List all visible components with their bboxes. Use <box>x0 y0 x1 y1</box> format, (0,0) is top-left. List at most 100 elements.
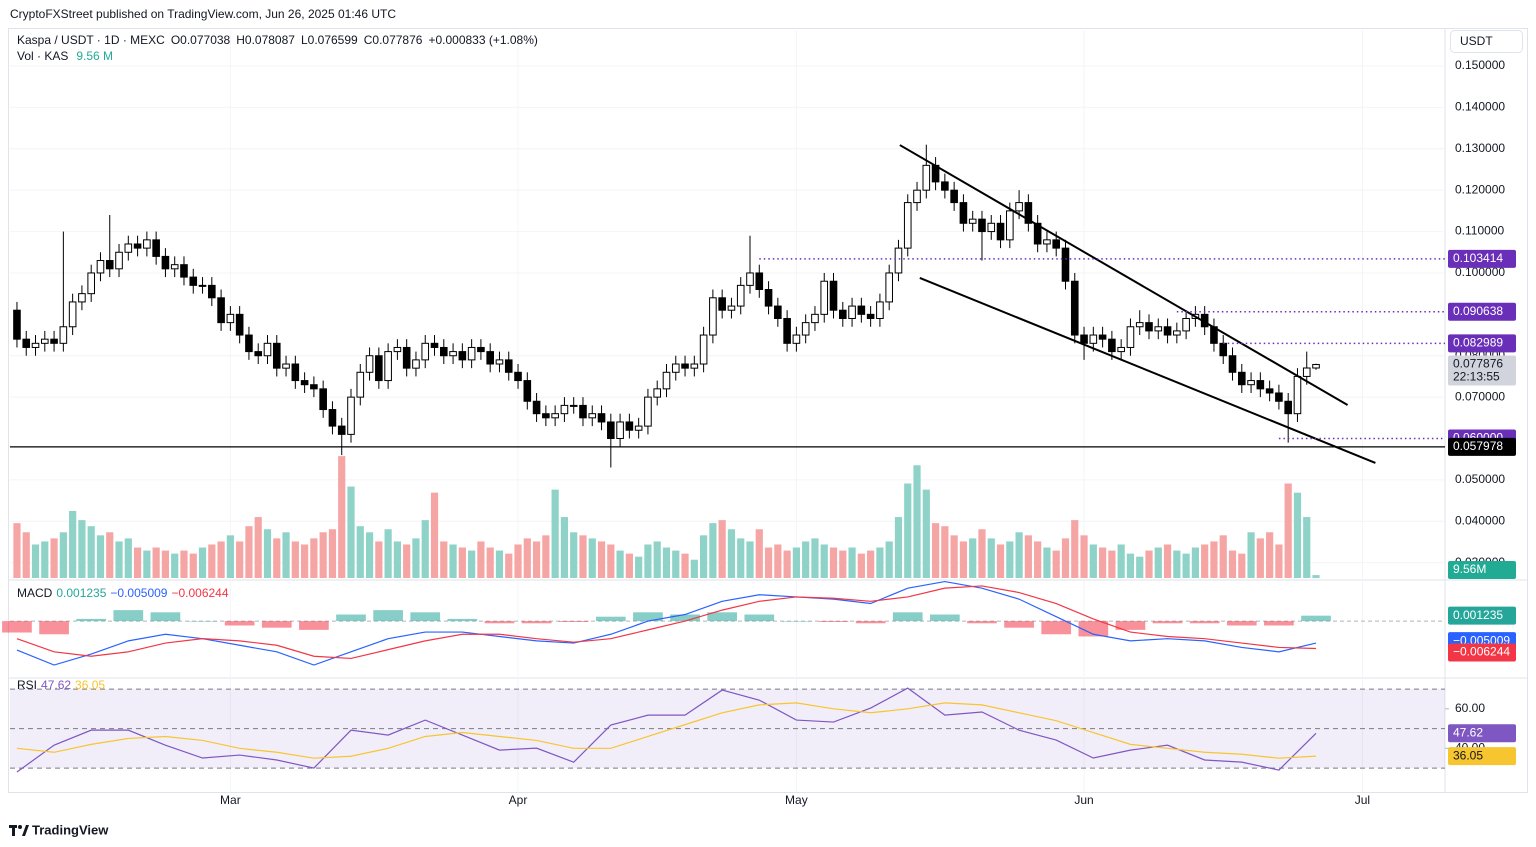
volume-bar <box>764 547 773 578</box>
candle-body <box>78 293 86 303</box>
macd-histogram-value: 0.001235 <box>56 586 106 600</box>
volume-bar <box>13 523 21 578</box>
candle-body <box>922 164 931 191</box>
candle-body <box>1070 280 1079 336</box>
macd-histogram-bar <box>187 621 218 622</box>
x-tick-label: Apr <box>509 793 528 807</box>
volume-bar <box>254 517 262 578</box>
countdown: 22:13:55 <box>1453 370 1500 384</box>
level-tag: 0.082989 <box>1453 336 1503 350</box>
candle-body <box>22 338 31 348</box>
candle-body <box>1024 202 1033 224</box>
level-tag-bg <box>1448 302 1516 321</box>
candle-body <box>384 351 392 382</box>
candle-body <box>328 409 337 427</box>
candle-body <box>272 342 281 369</box>
volume-bar <box>328 529 337 578</box>
volume-value: 9.56 M <box>76 49 113 63</box>
volume-bar <box>718 520 726 578</box>
volume-bar <box>161 550 170 578</box>
candle-body <box>477 346 485 353</box>
ohlc-value: 0.076599 <box>308 33 358 47</box>
candle-body <box>607 421 615 440</box>
macd-line-tag: −0.006244 <box>1453 645 1510 659</box>
volume-bar <box>486 547 494 578</box>
volume-bar <box>616 550 624 578</box>
volume-bar <box>709 523 717 578</box>
volume-bar <box>96 535 105 578</box>
volume-bar <box>1136 556 1144 578</box>
candle-body <box>792 334 801 344</box>
candle-body <box>254 351 263 357</box>
macd-histogram-tag: 0.001235 <box>1453 608 1503 622</box>
candle-body <box>208 284 216 299</box>
volume-bar <box>412 538 420 578</box>
level-tag: 0.057978 <box>1453 439 1503 453</box>
volume-bar <box>1312 575 1320 578</box>
volume-bar <box>384 529 392 578</box>
candle-body <box>755 272 764 291</box>
ohlc-value: 0.077876 <box>372 33 422 47</box>
candle-body <box>393 346 402 353</box>
candle-body <box>263 342 272 357</box>
volume-bar <box>31 544 40 578</box>
macd-histogram-tag-bg <box>1448 606 1516 625</box>
candle-body <box>319 388 327 411</box>
rsi-value: 36.05 <box>75 678 105 692</box>
candle-body <box>959 202 968 224</box>
volume-bar <box>987 538 995 578</box>
volume-bar <box>301 544 309 578</box>
publisher-line: CryptoFXStreet published on TradingView.… <box>10 7 396 21</box>
volume-bar <box>607 544 615 578</box>
macd-histogram-bar <box>299 621 329 630</box>
volume-bar <box>532 541 541 578</box>
volume-bar <box>338 456 346 578</box>
volume-bar <box>1163 544 1172 578</box>
macd-line-value: −0.006244 <box>171 586 228 600</box>
candle-body <box>217 297 225 324</box>
candle-body <box>588 413 597 419</box>
candle-body <box>764 289 773 307</box>
volume-bar <box>885 541 893 578</box>
symbol: Kaspa / USDT · 1D · MEXC <box>17 33 165 47</box>
rsi-tag-bg <box>1448 724 1516 743</box>
candle-body <box>699 334 708 365</box>
macd-histogram-bar <box>521 621 552 624</box>
x-tick-label: May <box>785 793 808 807</box>
brand: TradingView <box>32 822 109 837</box>
rsi-legend: RSI 47.62 36.05 <box>17 678 105 692</box>
brand-logo <box>9 825 29 836</box>
volume-bar <box>950 535 958 578</box>
y-tick-label: 0.140000 <box>1455 100 1505 114</box>
volume-bar <box>41 541 49 578</box>
candle-body <box>300 380 309 386</box>
volume-bar <box>449 544 457 578</box>
volume-bar <box>681 553 689 578</box>
macd-histogram-bar <box>373 610 403 622</box>
candle-body <box>1293 375 1302 415</box>
trendline <box>899 144 1349 406</box>
candle-body <box>87 272 95 295</box>
volume-bar <box>1052 550 1060 578</box>
macd-line <box>16 580 1317 666</box>
volume-bar <box>839 550 847 578</box>
candle-body <box>189 276 198 286</box>
volume-bar <box>700 535 708 578</box>
candle-body <box>551 413 559 419</box>
volume-bar <box>820 544 828 578</box>
macd-histogram-bar <box>744 614 775 622</box>
candle-body <box>542 413 550 419</box>
macd-histogram-bar <box>892 612 923 622</box>
volume-bar <box>1126 553 1135 578</box>
macd-histogram-bar <box>967 621 997 624</box>
candle-body <box>838 309 847 319</box>
candle-body <box>449 351 457 357</box>
y-tick-label: 0.110000 <box>1455 224 1504 238</box>
level-tag-bg <box>1448 249 1516 268</box>
volume-bar <box>913 465 921 578</box>
macd-histogram-bar <box>39 621 69 635</box>
currency-box[interactable] <box>1450 30 1523 53</box>
y-tick-label: 0.150000 <box>1455 58 1505 72</box>
candle-body <box>903 202 912 249</box>
candle-body <box>829 280 838 311</box>
